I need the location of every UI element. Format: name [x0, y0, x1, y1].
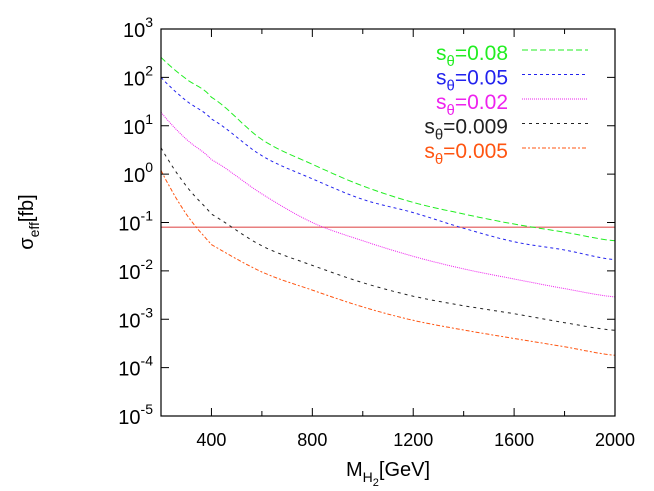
plot-frame	[160, 28, 616, 417]
x-axis-label: MH2[GeV]	[346, 459, 430, 489]
series-line-4	[160, 170, 616, 356]
legend-label: sθ=0.005	[424, 140, 508, 168]
y-tick-label: 10-2	[118, 256, 153, 284]
x-tick-label: 800	[297, 430, 327, 450]
legend-label: sθ=0.05	[436, 67, 508, 95]
y-tick-label: 103	[123, 14, 153, 42]
y-tick-label: 100	[123, 159, 153, 187]
y-tick-label: 10-5	[118, 401, 153, 429]
x-tick-label: 1600	[494, 430, 534, 450]
y-axis-label: σeff[fb]	[16, 194, 42, 249]
series-line-1	[160, 77, 616, 261]
y-tick-label: 10-3	[118, 304, 153, 332]
series-line-2	[160, 111, 616, 298]
series-line-3	[160, 147, 616, 331]
y-tick-label: 10-1	[118, 208, 153, 236]
legend-label: sθ=0.02	[436, 91, 508, 119]
y-tick-label: 101	[123, 111, 153, 139]
series-line-0	[160, 56, 616, 242]
x-tick-label: 400	[196, 430, 226, 450]
legend-label: sθ=0.009	[424, 116, 508, 144]
y-tick-label: 102	[123, 62, 153, 90]
legend-label: sθ=0.08	[436, 42, 508, 70]
curves	[160, 56, 616, 356]
x-tick-label: 1200	[393, 430, 433, 450]
y-tick-label: 10-4	[118, 353, 153, 381]
x-tick-label: 2000	[595, 430, 635, 450]
axis-ticks: 400 800 1200 1600 2000 103 102 101 100 10-1 10-2 10…	[118, 14, 635, 450]
